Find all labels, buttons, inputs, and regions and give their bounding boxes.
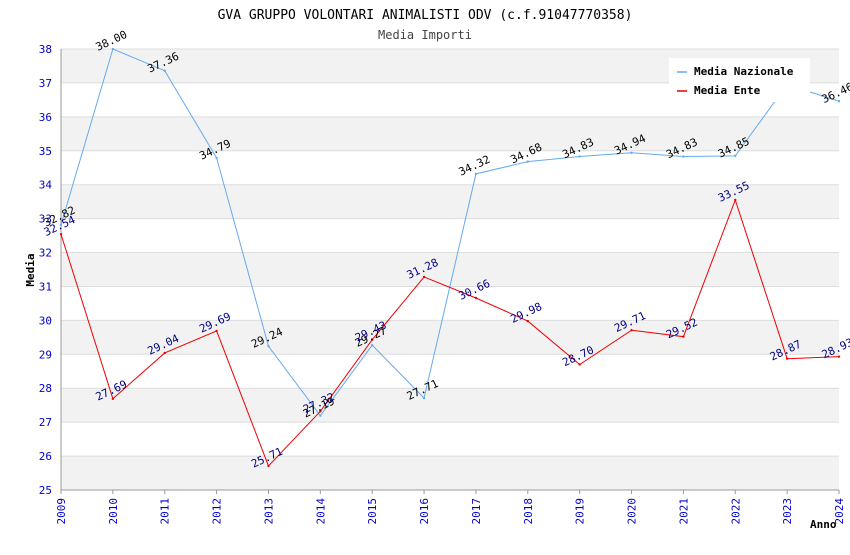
data-point-media-ente bbox=[630, 329, 633, 332]
legend-label-media-nazionale: Media Nazionale bbox=[694, 65, 794, 78]
data-point-media-nazionale bbox=[319, 414, 322, 417]
data-point-media-nazionale bbox=[111, 47, 115, 51]
x-tick-label: 2017 bbox=[470, 498, 483, 525]
y-tick-label: 36 bbox=[39, 111, 52, 124]
background-band bbox=[61, 320, 839, 355]
data-point-media-ente bbox=[111, 397, 115, 400]
legend-label-media-ente: Media Ente bbox=[694, 84, 761, 97]
data-point-media-ente bbox=[319, 410, 322, 413]
data-label-media-nazionale: 36.46 bbox=[820, 80, 850, 106]
y-axis-label: Media bbox=[24, 253, 37, 286]
x-tick-label: 2009 bbox=[55, 498, 68, 525]
x-tick-label: 2021 bbox=[677, 498, 690, 525]
series-line-media-nazionale bbox=[60, 48, 840, 417]
x-tick-label: 2011 bbox=[159, 498, 172, 525]
background-band bbox=[61, 116, 839, 151]
data-point-media-ente bbox=[734, 198, 737, 202]
chart-subtitle: Media Importi bbox=[378, 28, 472, 42]
data-point-media-nazionale bbox=[578, 155, 581, 158]
background-band bbox=[61, 252, 839, 287]
background-band bbox=[61, 184, 839, 219]
y-axis-ticks: 25 26 27 28 29 30 31 32 33 34 35 36 37 38 bbox=[39, 43, 53, 497]
x-tick-label: 2022 bbox=[729, 498, 742, 525]
data-point-media-ente bbox=[215, 329, 218, 333]
x-tick-label: 2013 bbox=[262, 498, 275, 525]
data-point-media-nazionale bbox=[215, 156, 218, 160]
y-tick-label: 31 bbox=[39, 280, 52, 293]
data-point-media-ente bbox=[163, 351, 166, 355]
data-point-media-ente bbox=[526, 319, 529, 323]
x-tick-label: 2016 bbox=[418, 498, 431, 525]
y-tick-label: 30 bbox=[39, 314, 52, 327]
data-point-media-nazionale bbox=[422, 396, 426, 400]
x-tick-label: 2015 bbox=[366, 498, 379, 525]
background-band bbox=[61, 388, 839, 423]
data-point-media-ente bbox=[837, 355, 841, 358]
data-point-media-ente bbox=[578, 363, 581, 366]
series-line-media-ente bbox=[60, 198, 840, 467]
y-tick-label: 29 bbox=[39, 348, 52, 361]
y-tick-label: 27 bbox=[39, 416, 52, 429]
y-tick-label: 38 bbox=[39, 43, 52, 56]
y-tick-label: 32 bbox=[39, 247, 52, 260]
data-point-media-nazionale bbox=[526, 160, 529, 163]
data-point-media-ente bbox=[785, 357, 789, 360]
data-point-media-ente bbox=[422, 275, 426, 279]
series-layer bbox=[59, 47, 841, 468]
data-point-media-nazionale bbox=[734, 154, 737, 158]
y-tick-label: 28 bbox=[39, 382, 52, 395]
data-point-media-ente bbox=[474, 296, 478, 300]
data-point-media-nazionale bbox=[630, 151, 633, 155]
data-point-media-ente bbox=[682, 335, 685, 338]
x-tick-label: 2012 bbox=[211, 498, 224, 525]
data-label-media-nazionale: 34.32 bbox=[457, 153, 493, 179]
y-tick-label: 34 bbox=[39, 179, 53, 192]
legend: Media Nazionale Media Ente bbox=[669, 58, 810, 102]
data-point-media-nazionale bbox=[474, 172, 478, 176]
y-tick-label: 35 bbox=[39, 145, 52, 158]
data-point-media-nazionale bbox=[267, 344, 270, 348]
x-axis-ticks: 2009 2010 2011 2012 2013 2014 2015 2016 2017 2018… bbox=[55, 490, 846, 525]
x-tick-label: 2024 bbox=[833, 498, 846, 525]
y-tick-label: 33 bbox=[39, 213, 52, 226]
x-tick-label: 2010 bbox=[107, 498, 120, 525]
y-tick-label: 26 bbox=[39, 450, 52, 463]
data-point-media-ente bbox=[371, 338, 374, 341]
data-point-media-nazionale bbox=[163, 69, 166, 72]
y-tick-label: 37 bbox=[39, 77, 52, 90]
x-tick-label: 2020 bbox=[626, 498, 639, 525]
background-band bbox=[61, 456, 839, 490]
data-point-media-nazionale bbox=[682, 155, 685, 158]
axes bbox=[60, 49, 839, 491]
data-point-media-ente bbox=[267, 464, 270, 468]
x-axis-label: Anno bbox=[810, 518, 837, 531]
data-point-media-nazionale bbox=[837, 100, 841, 103]
data-point-media-nazionale bbox=[371, 343, 374, 347]
x-tick-label: 2018 bbox=[522, 498, 535, 525]
y-tick-label: 25 bbox=[39, 484, 52, 497]
data-point-media-nazionale bbox=[59, 223, 63, 226]
x-tick-label: 2019 bbox=[574, 498, 587, 525]
background-bands bbox=[61, 49, 839, 490]
legend-box bbox=[669, 58, 810, 102]
x-tick-label: 2014 bbox=[314, 498, 327, 525]
chart-title: GVA GRUPPO VOLONTARI ANIMALISTI ODV (c.f… bbox=[218, 8, 633, 23]
data-point-media-ente bbox=[59, 233, 63, 236]
x-tick-label: 2023 bbox=[781, 498, 794, 525]
